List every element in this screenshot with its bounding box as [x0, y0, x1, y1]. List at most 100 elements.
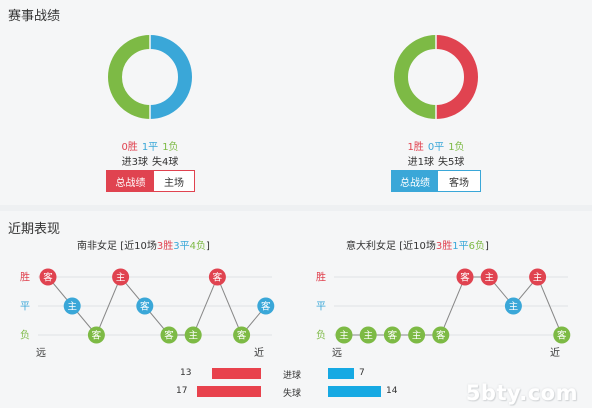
home-axis-near: 近: [254, 346, 264, 359]
away-form-point-4[interactable]: [432, 326, 450, 344]
away-conceded-value: 14: [386, 386, 398, 396]
home-form-point-2[interactable]: [87, 326, 105, 344]
home-form-venue-4: 客: [140, 301, 150, 313]
away-form-point-0[interactable]: [335, 326, 353, 344]
away-axis-label-W: 胜: [316, 272, 326, 284]
home-form-point-3[interactable]: [112, 268, 130, 286]
home-form-venue-7: 客: [213, 272, 223, 284]
tab-away-away[interactable]: 客场: [438, 171, 480, 191]
home-form-venue-0: 客: [43, 272, 53, 284]
home-form-point-1[interactable]: [63, 297, 81, 315]
away-axis-near: 近: [550, 346, 560, 359]
away-form-venue-5: 客: [460, 272, 470, 284]
home-form-suffix: ]: [205, 241, 210, 252]
away-donut-win-slice: [435, 35, 478, 119]
home-win-count: 0胜: [121, 142, 138, 153]
away-form-point-7[interactable]: [504, 297, 522, 315]
away-donut-loss-slice: [394, 35, 437, 119]
conceded-label: 失球: [283, 389, 302, 399]
tab-home-home[interactable]: 主场: [154, 171, 194, 191]
home-goal-line: 进3球 失4球: [50, 153, 250, 168]
home-form-point-5[interactable]: [160, 326, 178, 344]
away-draw-count: 0平: [427, 142, 445, 153]
away-form-venue-3: 主: [412, 330, 422, 342]
home-donut-draw-slice: [149, 35, 192, 119]
home-axis-label-L: 负: [20, 329, 30, 342]
home-form-venue-8: 客: [237, 330, 247, 342]
away-form-point-3[interactable]: [408, 326, 426, 344]
home-draw-count: 1平: [141, 142, 159, 153]
away-form-prefix: [近10场: [399, 241, 436, 252]
away-form-venue-6: 主: [484, 272, 494, 284]
home-form-point-7[interactable]: [208, 268, 226, 286]
away-axis-far: 远: [332, 347, 342, 359]
home-form-venue-9: 客: [261, 301, 271, 313]
away-form-venue-0: 主: [339, 330, 349, 342]
home-loss-count: 1负: [162, 142, 179, 153]
home-conceded-value: 17: [176, 386, 188, 396]
home-form-draws: 3平: [173, 241, 190, 252]
away-form-venue-2: 客: [388, 330, 398, 342]
away-form-venue-9: 客: [557, 330, 567, 342]
away-form-draws: 1平: [452, 241, 469, 252]
section-title-record: 赛事战绩: [8, 9, 61, 24]
away-form-team: 意大利女足: [346, 241, 396, 252]
home-form-venue-6: 主: [188, 330, 198, 342]
home-form-venue-2: 客: [92, 330, 102, 342]
site-watermark: 5bty.com: [465, 381, 578, 405]
home-form-point-0[interactable]: [39, 268, 57, 286]
home-goals-against: 失4球: [152, 157, 179, 168]
home-donut-loss-slice: [108, 35, 151, 119]
home-form-venue-5: 客: [164, 330, 174, 342]
away-form-suffix: ]: [484, 241, 489, 252]
home-form-team: 南非女足: [77, 241, 117, 252]
away-record-donut: [394, 34, 478, 120]
away-form-point-2[interactable]: [383, 326, 401, 344]
tab-home-total[interactable]: 总战绩: [107, 171, 154, 191]
tab-away-total[interactable]: 总战绩: [392, 171, 438, 191]
home-form-wins: 3胜: [156, 241, 174, 252]
away-form-point-9[interactable]: [553, 326, 571, 344]
home-axis-label-W: 胜: [20, 272, 30, 284]
home-scored-bar: [212, 368, 261, 379]
home-form-point-8[interactable]: [233, 326, 251, 344]
away-form-line: [344, 276, 563, 336]
away-goals-for: 进1球: [407, 157, 434, 168]
match-record-panel: 赛事战绩 0胜 1平 1负 进3球 失4球 总战绩 主场 1胜 0平 1负 进1球 失5球 …: [8, 0, 536, 205]
away-axis-label-D: 平: [316, 302, 326, 313]
away-form-point-6[interactable]: [480, 268, 498, 286]
home-form-title: 南非女足 [近10场3胜3平4负]: [77, 237, 210, 252]
home-form-point-9[interactable]: [257, 297, 275, 315]
away-record-block: 1胜 0平 1负 进1球 失5球 总战绩 客场: [336, 0, 536, 205]
home-axis-label-D: 平: [20, 302, 30, 313]
away-form-venue-4: 客: [436, 330, 446, 342]
away-record-line: 1胜 0平 1负: [336, 138, 536, 153]
away-form-title: 意大利女足 [近10场3胜1平6负]: [346, 237, 489, 252]
home-form-point-6[interactable]: [184, 326, 202, 344]
away-form-venue-1: 主: [363, 330, 373, 342]
away-form-venue-7: 主: [509, 301, 519, 313]
home-form-venue-1: 主: [67, 301, 77, 313]
home-form-point-4[interactable]: [136, 297, 154, 315]
home-axis-far: 远: [36, 347, 46, 359]
home-record-line: 0胜 1平 1负: [50, 138, 250, 153]
away-scored-bar: [328, 368, 354, 379]
away-form-venue-8: 主: [533, 272, 543, 284]
away-win-count: 1胜: [407, 142, 424, 153]
home-scored-value: 13: [180, 368, 192, 378]
away-scored-value: 7: [359, 368, 365, 378]
away-loss-count: 1负: [448, 142, 465, 153]
home-form-losses: 4负: [189, 241, 206, 252]
home-form-venue-3: 主: [116, 272, 126, 284]
away-axis-label-L: 负: [316, 329, 326, 342]
home-form-prefix: [近10场: [120, 241, 157, 252]
away-tabs: 总战绩 客场: [391, 170, 481, 192]
away-form-wins: 3胜: [435, 241, 453, 252]
home-form-line: [47, 275, 267, 336]
home-form-chart: 胜平负客主客主客客 主客客客远近: [20, 268, 275, 359]
away-form-point-8[interactable]: [529, 268, 547, 286]
home-conceded-bar: [197, 386, 261, 397]
away-form-point-5[interactable]: [456, 268, 474, 286]
home-goals-for: 进3球: [121, 157, 148, 168]
away-form-point-1[interactable]: [359, 326, 377, 344]
